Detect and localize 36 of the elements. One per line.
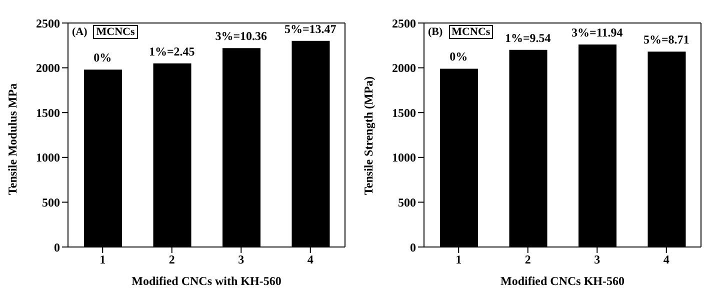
x-tick-label: 1 [100,252,106,267]
annotation: 5%=8.71 [643,32,690,47]
x-tick-label: 4 [663,252,670,267]
annotation: 0% [450,50,468,64]
annotation: MCNCs [93,25,138,39]
annotation: MCNCs [448,25,494,39]
y-tick-label: 2000 [36,61,60,76]
y-axis-title: Tensile Modulus MPa [5,83,20,195]
x-tick-label: 2 [168,252,175,267]
x-tick-label: 3 [594,252,600,267]
x-tick-label: 2 [524,252,531,267]
x-tick-label: 1 [456,252,462,267]
annotation: 3%=10.36 [215,29,268,44]
y-tick-label: 2500 [392,16,416,30]
x-axis-title: Modified CNCs KH-560 [500,274,624,288]
y-tick-label: 1500 [36,106,60,120]
annotation: 0% [94,50,112,65]
annotation: 3%=11.94 [572,26,623,40]
y-tick-label: 1000 [36,150,60,165]
y-tick-label: 2500 [36,16,60,30]
y-tick-label: 1500 [392,106,416,120]
y-tick-label: 500 [398,195,416,210]
x-axis-title: Modified CNCs with KH-560 [132,274,282,288]
x-tick-label: 4 [307,252,314,267]
y-tick-label: 2000 [392,61,416,76]
annotation: (B) [428,26,443,38]
annotation: 1%=9.54 [504,30,551,45]
y-tick-label: 0 [410,240,416,254]
y-tick-label: 500 [42,195,60,210]
x-tick-label: 3 [238,252,244,267]
y-tick-label: 0 [54,240,60,254]
annotation: 5%=13.47 [284,22,336,36]
annotation: (A) [72,26,88,38]
annotation: 1%=2.45 [148,44,195,58]
y-tick-label: 1000 [392,150,416,165]
y-axis-title: Tensile Strength (MPa) [361,76,376,195]
